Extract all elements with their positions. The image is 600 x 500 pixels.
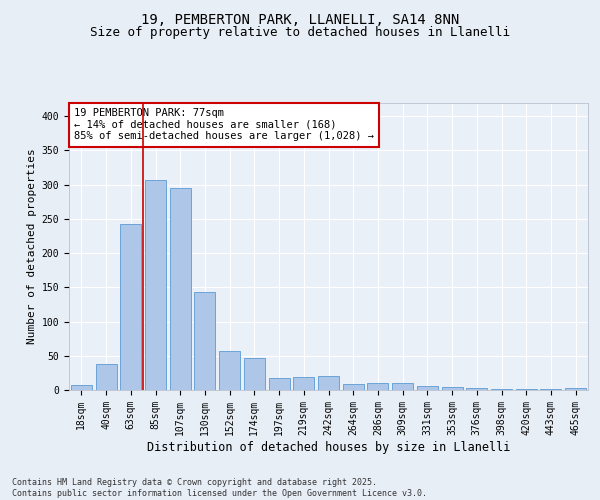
Bar: [71, 385, 92, 390]
Bar: [95, 364, 116, 390]
Bar: [120, 224, 141, 390]
Bar: [565, 388, 586, 390]
Bar: [343, 384, 364, 390]
Bar: [145, 180, 166, 390]
Bar: [269, 378, 290, 390]
Text: 19 PEMBERTON PARK: 77sqm
← 14% of detached houses are smaller (168)
85% of semi-: 19 PEMBERTON PARK: 77sqm ← 14% of detach…: [74, 108, 374, 142]
Bar: [219, 351, 240, 390]
Bar: [466, 388, 487, 390]
X-axis label: Distribution of detached houses by size in Llanelli: Distribution of detached houses by size …: [147, 440, 510, 454]
Text: Contains HM Land Registry data © Crown copyright and database right 2025.
Contai: Contains HM Land Registry data © Crown c…: [12, 478, 427, 498]
Text: Size of property relative to detached houses in Llanelli: Size of property relative to detached ho…: [90, 26, 510, 39]
Bar: [194, 292, 215, 390]
Bar: [244, 358, 265, 390]
Bar: [392, 383, 413, 390]
Text: 19, PEMBERTON PARK, LLANELLI, SA14 8NN: 19, PEMBERTON PARK, LLANELLI, SA14 8NN: [141, 12, 459, 26]
Bar: [442, 388, 463, 390]
Y-axis label: Number of detached properties: Number of detached properties: [28, 148, 37, 344]
Bar: [318, 376, 339, 390]
Bar: [367, 383, 388, 390]
Bar: [491, 388, 512, 390]
Bar: [170, 188, 191, 390]
Bar: [417, 386, 438, 390]
Bar: [293, 377, 314, 390]
